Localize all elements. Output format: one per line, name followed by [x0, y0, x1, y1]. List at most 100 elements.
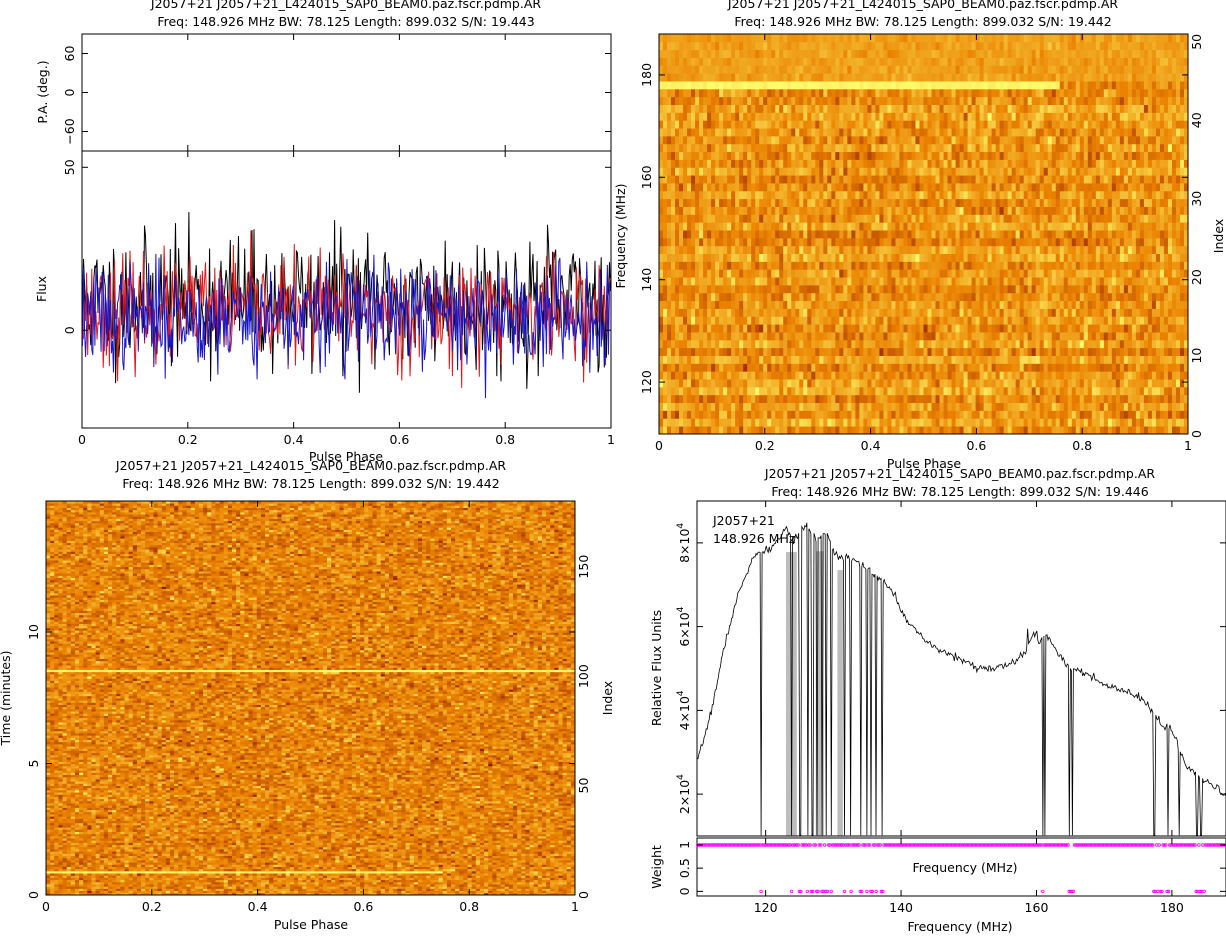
freq-phase-cell [1044, 324, 1048, 332]
freq-phase-cell [659, 175, 663, 183]
freq-phase-cell [1164, 356, 1168, 364]
freq-phase-cell [1156, 387, 1160, 395]
freq-phase-cell [1056, 214, 1060, 222]
freq-phase-cell [735, 371, 739, 379]
freq-phase-cell [779, 238, 783, 246]
freq-phase-cell [1104, 426, 1108, 434]
freq-phase-cell [711, 277, 715, 285]
freq-phase-cell [924, 332, 928, 340]
freq-phase-cell [715, 199, 719, 207]
freq-phase-cell [988, 167, 992, 175]
freq-phase-cell [1096, 348, 1100, 356]
freq-phase-cell [847, 395, 851, 403]
freq-phase-cell [831, 207, 835, 215]
freq-phase-cell [1020, 230, 1024, 238]
freq-phase-cell [1084, 175, 1088, 183]
freq-phase-cell [1052, 183, 1056, 191]
freq-phase-cell [703, 214, 707, 222]
freq-phase-cell [827, 277, 831, 285]
freq-phase-cell [847, 379, 851, 387]
freq-phase-cell [1144, 324, 1148, 332]
freq-phase-cell [960, 254, 964, 262]
freq-phase-cell [699, 293, 703, 301]
freq-phase-cell [739, 214, 743, 222]
freq-phase-cell [924, 159, 928, 167]
freq-phase-cell [823, 371, 827, 379]
freq-phase-cell [667, 426, 671, 434]
freq-phase-cell [735, 410, 739, 418]
freq-phase-cell [952, 152, 956, 160]
freq-phase-cell [1152, 214, 1156, 222]
freq-phase-cell [1012, 254, 1016, 262]
freq-phase-cell [659, 277, 663, 285]
freq-phase-cell [1044, 379, 1048, 387]
freq-phase-cell [775, 152, 779, 160]
freq-phase-cell [919, 363, 923, 371]
freq-phase-cell [759, 254, 763, 262]
freq-phase-cell [855, 277, 859, 285]
freq-phase-cell [763, 159, 767, 167]
freq-phase-cell [839, 332, 843, 340]
freq-phase-cell [924, 167, 928, 175]
freq-phase-cell [675, 403, 679, 411]
freq-phase-cell [695, 254, 699, 262]
freq-phase-cell [960, 222, 964, 230]
freq-phase-cell [707, 207, 711, 215]
freq-phase-cell [743, 426, 747, 434]
freq-phase-cell [703, 207, 707, 215]
freq-phase-cell [1064, 207, 1068, 215]
freq-phase-cell [875, 316, 879, 324]
freq-phase-cell [815, 363, 819, 371]
freq-phase-cell [1076, 426, 1080, 434]
freq-phase-cell [715, 324, 719, 332]
freq-phase-cell [675, 387, 679, 395]
freq-phase-cell [851, 309, 855, 317]
freq-phase-cell [687, 144, 691, 152]
freq-phase-cell [767, 324, 771, 332]
freq-phase-cell [667, 387, 671, 395]
freq-phase-cell [903, 199, 907, 207]
freq-phase-cell [895, 426, 899, 434]
freq-phase-cell [703, 261, 707, 269]
freq-phase-cell [807, 285, 811, 293]
freq-phase-cell [1092, 230, 1096, 238]
freq-phase-cell [859, 159, 863, 167]
freq-phase-cell [775, 332, 779, 340]
freq-phase-cell [1144, 152, 1148, 160]
freq-phase-cell [695, 199, 699, 207]
freq-phase-cell [855, 387, 859, 395]
freq-phase-cell [976, 175, 980, 183]
freq-phase-cell [863, 269, 867, 277]
freq-phase-cell [783, 261, 787, 269]
freq-phase-cell [919, 175, 923, 183]
freq-phase-cell [891, 191, 895, 199]
freq-phase-cell [1044, 183, 1048, 191]
freq-phase-cell [819, 348, 823, 356]
freq-phase-cell [863, 214, 867, 222]
freq-phase-cell [699, 207, 703, 215]
freq-phase-cell [791, 332, 795, 340]
freq-phase-cell [723, 277, 727, 285]
freq-phase-cell [976, 293, 980, 301]
freq-phase-cell [1008, 246, 1012, 254]
freq-phase-cell [1104, 324, 1108, 332]
freq-phase-cell [1160, 316, 1164, 324]
freq-phase-cell [759, 379, 763, 387]
freq-phase-cell [831, 426, 835, 434]
freq-phase-cell [1012, 183, 1016, 191]
freq-phase-cell [739, 285, 743, 293]
freq-phase-cell [755, 175, 759, 183]
freq-phase-cell [936, 340, 940, 348]
freq-phase-cell [1000, 238, 1004, 246]
freq-phase-cell [871, 254, 875, 262]
freq-phase-cell [1172, 207, 1176, 215]
freq-phase-cell [919, 167, 923, 175]
freq-phase-cell [755, 410, 759, 418]
freq-phase-cell [795, 340, 799, 348]
freq-phase-cell [984, 214, 988, 222]
freq-phase-cell [855, 340, 859, 348]
freq-phase-cell [675, 324, 679, 332]
freq-phase-cell [731, 261, 735, 269]
freq-phase-cell [799, 246, 803, 254]
freq-phase-cell [855, 324, 859, 332]
